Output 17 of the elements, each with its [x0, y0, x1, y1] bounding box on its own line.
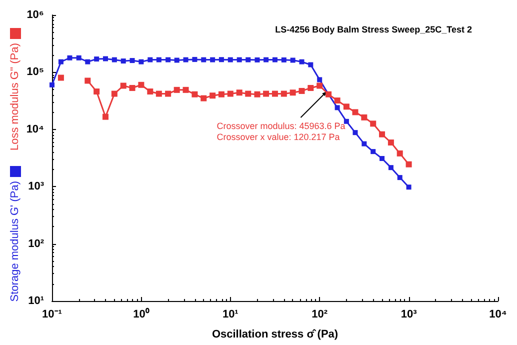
x-tick-label: 10⁴: [489, 308, 507, 320]
y-tick-label: 10¹: [28, 295, 44, 307]
x-tick-label: 10²: [312, 308, 328, 320]
text: LS-4256 Body Balm Stress Sweep_25C_Test 2: [275, 24, 472, 34]
x-tick-label: 10¹: [222, 308, 239, 320]
y-tick-label: 10³: [28, 180, 44, 193]
x-tick-label: 10⁰: [133, 308, 150, 320]
legend-label: Loss modulus G'' (Pa): [9, 43, 22, 151]
legend-label: Storage modulus G' (Pa): [9, 181, 22, 302]
y-tick-label: 10⁵: [26, 66, 44, 78]
y-tick-label: 10²: [28, 238, 44, 250]
y-tick-label: 10⁴: [26, 123, 44, 136]
x-tick-label: 10⁻¹: [42, 308, 62, 320]
x-tick-label: 10³: [400, 308, 418, 320]
x-axis-title: Oscillation stress σ̂ (Pa): [212, 328, 338, 340]
annotation: Crossover modulus: 45963.6 Pa Crossover x value: 120.217 Pa: [216, 121, 346, 142]
y-tick-label: 10⁶: [26, 9, 44, 21]
